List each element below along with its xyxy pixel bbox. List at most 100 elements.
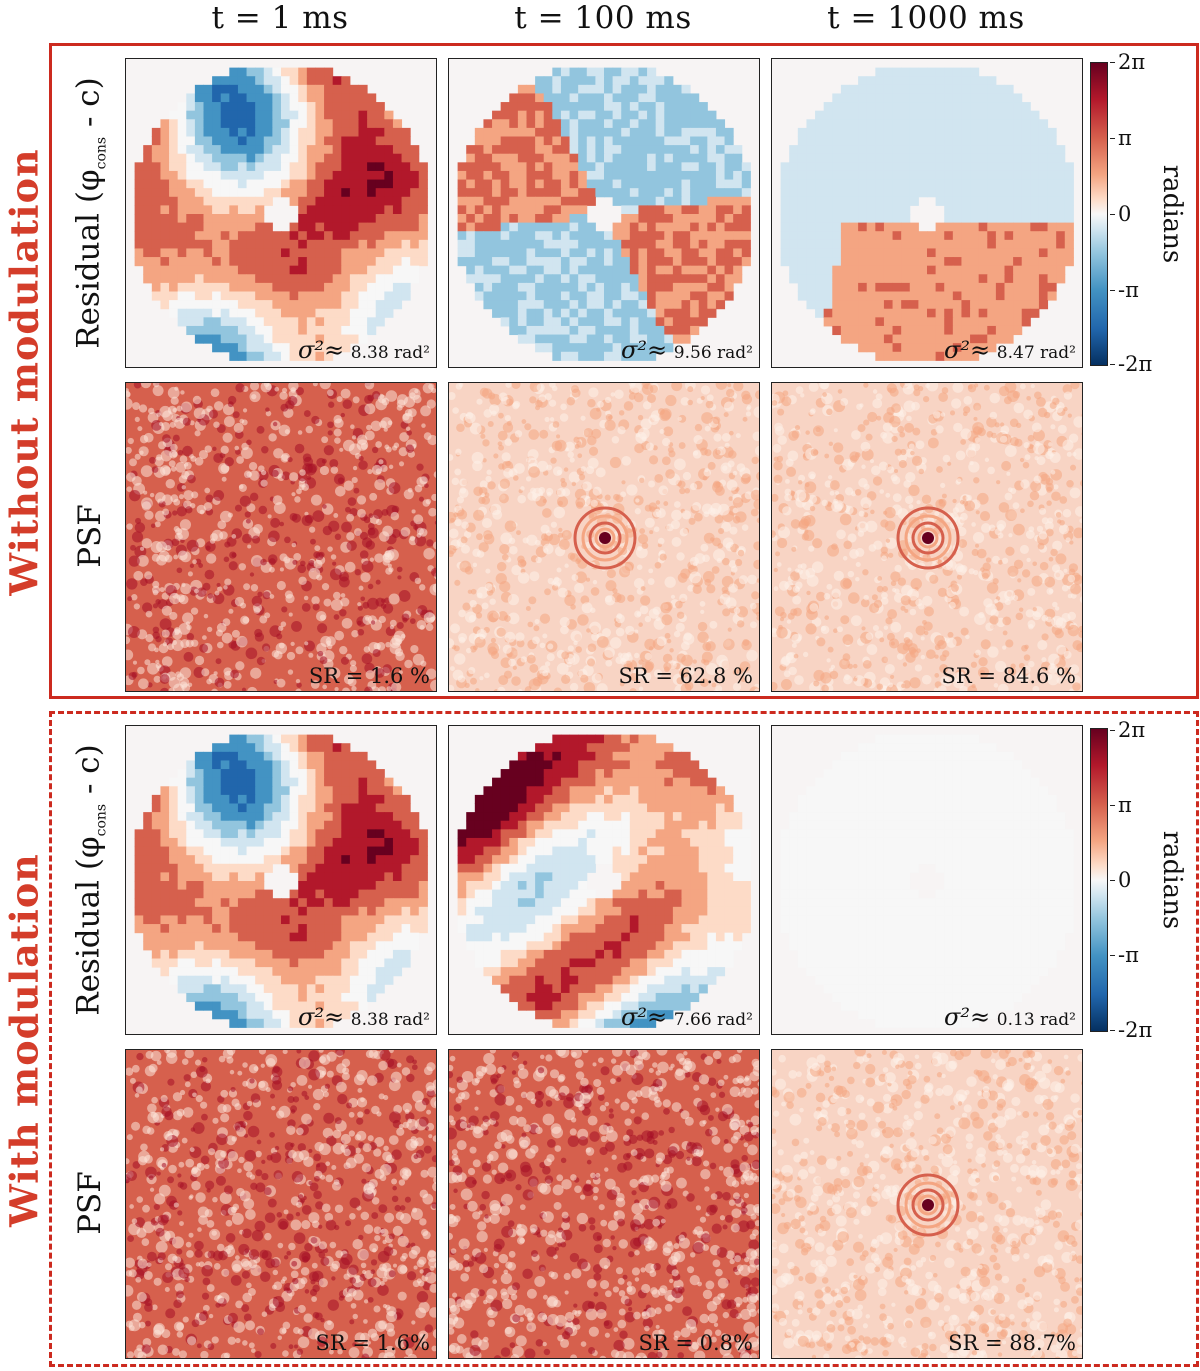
residual-pixel [1021, 239, 1031, 249]
residual-pixel [410, 257, 420, 267]
residual-pixel [143, 153, 153, 163]
psf-speckle [322, 504, 327, 509]
variance-label: σ²≈ 9.56 rad² [620, 336, 753, 364]
residual-pixel [560, 231, 571, 241]
psf-speckle [379, 420, 387, 429]
psf-speckle [816, 637, 826, 647]
psf-speckle [657, 537, 665, 545]
residual-pixel [690, 119, 700, 129]
residual-pixel [672, 93, 682, 103]
psf-speckle [193, 407, 206, 420]
residual-pixel [858, 188, 868, 198]
residual-pixel [543, 282, 553, 292]
residual-pixel [160, 136, 170, 146]
residual-pixel [970, 127, 980, 137]
residual-pixel [289, 196, 299, 206]
residual-pixel [560, 188, 571, 198]
psf-speckle [738, 575, 748, 585]
residual-pixel [715, 179, 726, 189]
residual-pixel [237, 84, 248, 94]
residual-pixel [492, 119, 502, 129]
psf-speckle [591, 673, 602, 684]
residual-pixel [483, 291, 493, 301]
residual-pixel [1021, 153, 1031, 163]
residual-pixel [724, 274, 734, 284]
psf-speckle [218, 463, 230, 475]
residual-pixel [263, 257, 273, 267]
residual-pixel [604, 76, 614, 86]
psf-speckle [507, 594, 520, 606]
residual-pixel [840, 239, 850, 249]
residual-pixel [815, 282, 825, 292]
residual-pixel [401, 239, 411, 249]
psf-speckle [1032, 685, 1040, 691]
psf-speckle [564, 441, 575, 452]
residual-pixel [212, 110, 222, 120]
residual-pixel [935, 119, 945, 129]
psf-speckle [423, 547, 435, 560]
residual-pixel [578, 334, 588, 344]
residual-pixel [840, 317, 850, 327]
residual-pixel [1030, 248, 1040, 258]
residual-pixel [1021, 110, 1031, 120]
residual-pixel [212, 231, 222, 241]
residual-pixel [341, 93, 351, 103]
residual-pixel [324, 127, 334, 137]
residual-pixel [500, 127, 510, 137]
residual-pixel [780, 248, 790, 258]
psf-speckle [561, 674, 571, 684]
residual-pixel [629, 84, 639, 94]
residual-pixel [186, 136, 196, 146]
residual-pixel [255, 300, 265, 310]
psf-speckle [648, 480, 656, 488]
residual-pixel [1038, 239, 1049, 249]
residual-pixel [944, 196, 954, 206]
residual-pixel [517, 93, 527, 103]
psf-speckle [162, 434, 171, 443]
residual-pixel [797, 282, 807, 292]
residual-pixel [681, 153, 691, 163]
residual-pixel [815, 257, 825, 267]
residual-pixel [595, 127, 605, 137]
psf-speckle [753, 406, 759, 419]
psf-speckle [224, 578, 232, 586]
psf-speckle [131, 531, 144, 543]
psf-speckle [449, 544, 457, 555]
residual-pixel [560, 145, 571, 155]
psf-speckle [629, 383, 642, 393]
residual-pixel [535, 136, 545, 146]
residual-pixel [995, 265, 1005, 275]
residual-pixel [212, 188, 222, 198]
residual-pixel [509, 136, 519, 146]
psf-speckle [729, 526, 738, 535]
residual-pixel [578, 119, 588, 129]
residual-pixel [1021, 308, 1031, 318]
residual-pixel [341, 153, 351, 163]
residual-pixel [952, 317, 962, 327]
residual-pixel [237, 196, 248, 206]
psf-speckle [242, 533, 252, 544]
psf-speckle [140, 383, 152, 389]
psf-speckle [144, 659, 151, 666]
residual-pixel [509, 265, 519, 275]
psf-speckle [183, 490, 194, 501]
residual-pixel [901, 188, 911, 198]
residual-pixel [621, 343, 631, 353]
psf-speckle [557, 500, 563, 506]
residual-pixel [927, 119, 937, 129]
residual-pixel [306, 136, 316, 146]
residual-pixel [883, 334, 894, 344]
residual-pixel [492, 257, 502, 267]
residual-pixel [246, 110, 256, 120]
residual-pixel [961, 145, 971, 155]
psf-speckle [723, 638, 735, 651]
psf-speckle [538, 394, 547, 403]
residual-pixel [272, 179, 282, 189]
psf-speckle [161, 421, 171, 431]
residual-pixel [578, 179, 588, 189]
residual-pixel [621, 291, 631, 301]
residual-pixel [332, 179, 342, 189]
residual-pixel [509, 282, 519, 292]
residual-pixel [367, 317, 377, 327]
psf-speckle [284, 536, 291, 544]
